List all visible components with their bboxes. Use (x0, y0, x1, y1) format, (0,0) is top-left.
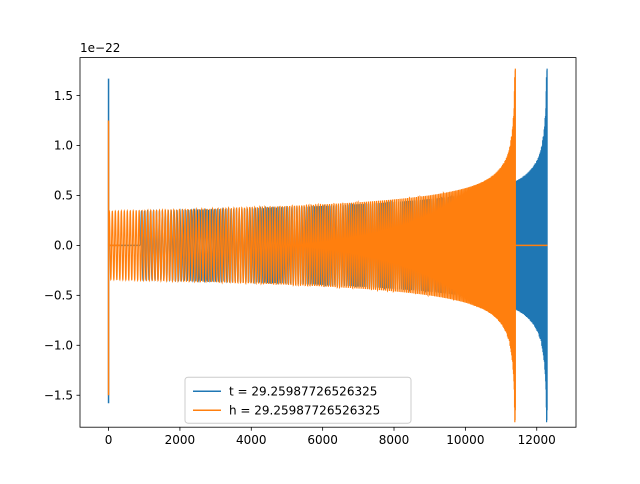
x-tick-label: 2000 (165, 433, 196, 447)
y-tick-label: −1.5 (44, 388, 73, 402)
y-tick-label: −1.0 (44, 338, 73, 352)
ticks-layer: 0 2000 4000 6000 8000 10000 12000 −1.5 −1.0 −0.5 0… (44, 89, 556, 447)
x-tick-label: 6000 (307, 433, 338, 447)
y-tick-label: −0.5 (44, 289, 73, 303)
legend-label: t = 29.25987726526325 (229, 385, 377, 399)
legend-box (184, 376, 412, 424)
x-tick-label: 10000 (446, 433, 484, 447)
series-1 (107, 68, 548, 423)
series-layer (107, 68, 548, 423)
legend-label: h = 29.25987726526325 (229, 404, 380, 418)
x-tick-label: 0 (105, 433, 113, 447)
y-tick-label: 0.0 (54, 239, 73, 253)
x-tick-label: 4000 (236, 433, 267, 447)
x-tick-label: 12000 (518, 433, 556, 447)
y-tick-label: 1.0 (54, 139, 73, 153)
axes-frame (79, 57, 577, 428)
y-offset-label: 1e−22 (80, 41, 120, 55)
y-tick-label: 0.5 (54, 189, 73, 203)
y-tick-label: 1.5 (54, 89, 73, 103)
series-line (107, 68, 516, 423)
legend: t = 29.25987726526325 h = 29.259877265263… (184, 376, 412, 424)
x-tick-label: 8000 (379, 433, 410, 447)
